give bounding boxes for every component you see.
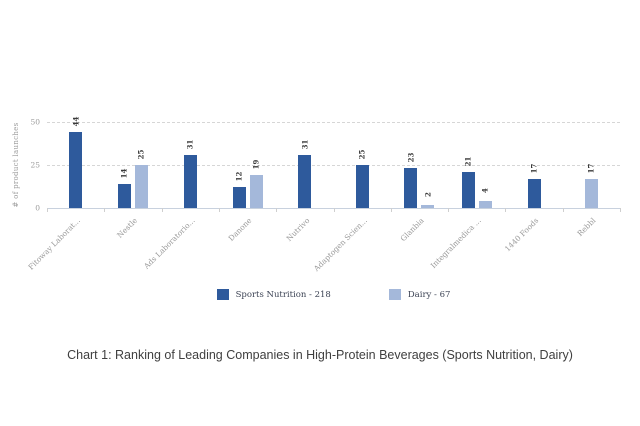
legend-item-sports-nutrition-218: Sports Nutrition - 218 (216, 289, 331, 300)
y-tick-label-50: 50 (30, 117, 40, 127)
gridline-50 (47, 122, 620, 123)
x-tick-mark (161, 208, 163, 212)
bar-sports-nutrition-glanbia: 23 (404, 153, 418, 208)
bar-value-label: 31 (300, 139, 310, 150)
x-axis-label-fitoway-laborat: Fitoway Laborat... (26, 216, 83, 272)
x-tick-mark (620, 208, 621, 212)
legend-swatch-icon (216, 289, 229, 300)
bar-sports-nutrition-danone: 12 (232, 172, 246, 208)
x-tick-mark (448, 208, 450, 212)
bar-sports-nutrition-nutrivo: 31 (298, 139, 312, 208)
x-axis-label-adaptogen-scien: Adaptogen Scien... (311, 216, 369, 274)
bar-group-integralmedica: 21 4 (448, 122, 505, 208)
bar-group-1440-foods: 17 (505, 122, 562, 208)
x-axis-label-glanbia: Glanbia (398, 216, 426, 244)
bar-value-label: 19 (251, 159, 261, 170)
bar-dairy-rebbl: 17 (584, 163, 598, 208)
plot-area: 44 14 25 31 12 19 31 25 23 2 21 4 17 17 Fitoway Labor… (26, 117, 621, 273)
y-tick-label-0: 0 (35, 203, 40, 213)
bar-group-nestle: 14 25 (104, 122, 161, 208)
bar-value-label: 2 (423, 191, 433, 197)
x-axis-label-1440-foods: 1440 Foods (502, 216, 541, 254)
x-axis-label-nutrivo: Nutrivo (284, 216, 312, 243)
x-tick-mark (47, 208, 48, 212)
bar-dairy-integralmedica: 4 (478, 188, 492, 208)
bar-sports-nutrition-integralmedica: 21 (461, 157, 475, 208)
x-axis-ticks (47, 208, 621, 212)
legend-item-dairy-67: Dairy - 67 (388, 289, 451, 300)
bar-group-adaptogen-scien: 25 (333, 122, 390, 208)
bar-value-label: 25 (357, 149, 367, 160)
bar-value-label: 14 (119, 168, 129, 179)
x-labels: Fitoway Laborat... Nestle Ads Laboratorio.… (26, 216, 620, 296)
x-axis-label-ads-laboratorio: Ads Laboratorio... (141, 216, 197, 271)
x-tick-mark (562, 208, 564, 212)
bar-dairy-danone: 19 (249, 160, 263, 208)
bar-value-label: 31 (185, 139, 195, 150)
bar-value-label: 12 (234, 172, 244, 182)
bar-group-nutrivo: 31 (276, 122, 333, 208)
bar-sports-nutrition-fitoway-laborat: 44 (69, 117, 83, 208)
x-axis-label-integralmedica: Integralmedica ... (429, 216, 484, 271)
y-axis-title: # of product launches (12, 122, 20, 208)
bar-value-label: 17 (586, 163, 596, 174)
bar-value-label: 44 (71, 116, 81, 127)
legend-label: Sports Nutrition - 218 (235, 289, 331, 300)
bar-group-danone: 12 19 (219, 122, 276, 208)
x-axis-label-rebbl: Rebbl (575, 216, 598, 238)
bar-sports-nutrition-nestle: 14 (117, 169, 131, 208)
x-tick-mark (333, 208, 335, 212)
x-tick-mark (218, 208, 220, 212)
bar-group-rebbl: 17 (563, 122, 620, 208)
gridline-25 (47, 165, 620, 166)
bar-group-ads-laboratorio: 31 (162, 122, 219, 208)
plot-groups: 44 14 25 31 12 19 31 25 23 2 21 4 17 17 (47, 117, 620, 208)
bar-value-label: 21 (463, 156, 473, 167)
x-tick-mark (390, 208, 392, 212)
x-tick-mark (505, 208, 507, 212)
bar-sports-nutrition-ads-laboratorio: 31 (183, 139, 197, 208)
bar-value-label: 17 (529, 163, 539, 174)
legend-label: Dairy - 67 (407, 289, 451, 300)
x-tick-mark (276, 208, 278, 212)
bar-value-label: 25 (136, 149, 146, 160)
bar-value-label: 4 (480, 188, 490, 194)
y-tick-label-25: 25 (30, 160, 40, 170)
bar-group-glanbia: 23 2 (391, 122, 448, 208)
legend: Sports Nutrition - 218 Dairy - 67 (47, 289, 620, 300)
bar-sports-nutrition-adaptogen-scien: 25 (355, 150, 369, 208)
bar-dairy-glanbia: 2 (421, 192, 435, 208)
x-tick-mark (104, 208, 106, 212)
bar-group-fitoway-laborat: 44 (47, 117, 104, 208)
x-axis-label-nestle: Nestle (115, 216, 140, 240)
bar-value-label: 23 (406, 153, 416, 163)
x-axis-label-danone: Danone (226, 216, 254, 243)
chart-caption: Chart 1: Ranking of Leading Companies in… (67, 348, 573, 362)
bar-sports-nutrition-1440-foods: 17 (527, 163, 541, 208)
bar-dairy-nestle: 25 (134, 150, 148, 208)
legend-swatch-icon (388, 289, 401, 300)
